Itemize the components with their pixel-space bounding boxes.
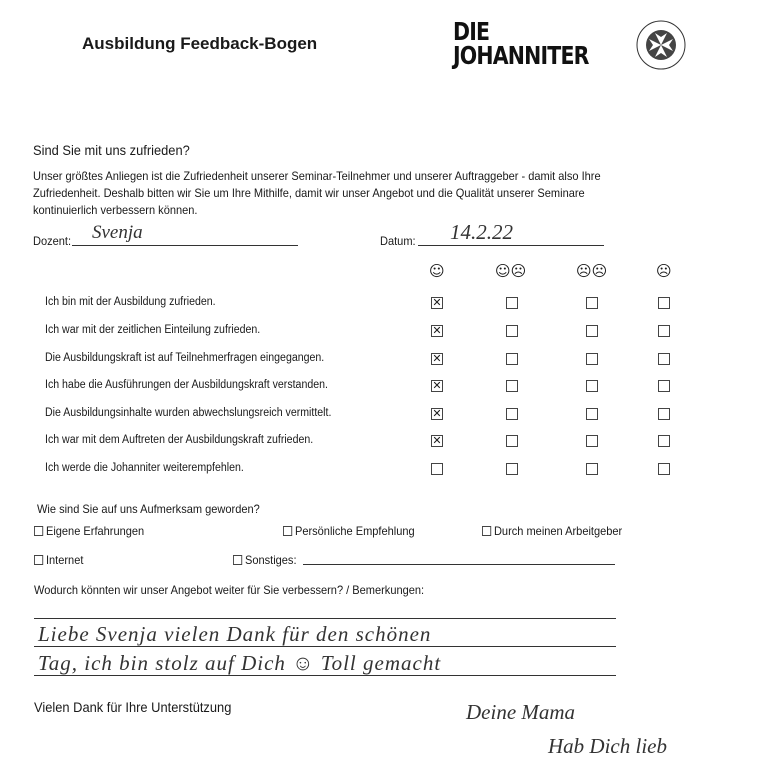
checkbox[interactable]	[34, 526, 44, 536]
option-label: Sonstiges:	[244, 553, 297, 567]
form-title: Ausbildung Feedback-Bogen	[82, 34, 318, 53]
question-text: Die Ausbildungskraft ist auf Teilnehmerf…	[45, 352, 325, 364]
checkbox[interactable]	[34, 555, 44, 565]
rating-checkbox[interactable]: ✕	[431, 296, 443, 309]
question-text: Die Ausbildungsinhalte wurden abwechslun…	[45, 407, 332, 419]
rating-checkbox[interactable]	[506, 380, 518, 392]
rating-checkbox[interactable]: ✕	[431, 434, 443, 447]
intro-line: Zufriedenheit. Deshalb bitten wir Sie um…	[33, 186, 585, 200]
rating-checkbox[interactable]	[506, 297, 518, 309]
checkbox[interactable]	[233, 555, 243, 565]
rating-checkbox[interactable]	[506, 408, 518, 420]
option-label: Persönliche Empfehlung	[294, 524, 415, 538]
rating-checkbox[interactable]	[658, 380, 670, 392]
question-text: Ich war mit der zeitlichen Einteilung zu…	[45, 324, 261, 336]
dozent-line	[72, 245, 298, 246]
rating-checkbox[interactable]	[586, 380, 598, 392]
rating-checkbox[interactable]	[506, 353, 518, 365]
checkbox[interactable]	[482, 526, 492, 536]
postscript: Hab Dich lieb	[548, 734, 667, 758]
dozent-field[interactable]: Svenja	[92, 222, 143, 243]
remarks-heading: Wodurch könnten wir unser Angebot weiter…	[34, 583, 425, 597]
rating-checkbox[interactable]	[586, 297, 598, 309]
rating-checkbox[interactable]	[586, 325, 598, 337]
rating-checkbox[interactable]	[658, 463, 670, 475]
rating-checkbox[interactable]	[658, 435, 670, 447]
question-text: Ich war mit dem Auftreten der Ausbildung…	[45, 434, 314, 446]
datum-field[interactable]: 14.2.22	[450, 220, 513, 244]
logo-line-2: JOHANNITER	[453, 41, 589, 70]
rating-checkbox[interactable]	[658, 325, 670, 337]
rating-checkbox[interactable]	[658, 297, 670, 309]
logo-line-1: DIE	[453, 17, 490, 46]
intro-line: Unser größtes Anliegen ist die Zufrieden…	[33, 169, 601, 183]
thanks-text: Vielen Dank für Ihre Unterstützung	[34, 699, 232, 715]
question-text: Ich bin mit der Ausbildung zufrieden.	[45, 296, 216, 308]
rating-checkbox[interactable]	[506, 463, 518, 475]
dozent-label: Dozent:	[33, 234, 72, 248]
remarks-line-2[interactable]: Tag, ich bin stolz auf Dich ☺ Toll gemac…	[38, 651, 442, 675]
rating-checkbox[interactable]	[506, 325, 518, 337]
option-label: Durch meinen Arbeitgeber	[493, 524, 623, 538]
sad-face-icon: ☹	[656, 262, 672, 280]
happy-neutral-faces-icon: ☺☹	[495, 262, 527, 280]
remarks-line-1[interactable]: Liebe Svenja vielen Dank für den schönen	[38, 622, 432, 646]
datum-line	[418, 245, 604, 246]
rating-checkbox[interactable]	[586, 463, 598, 475]
option-persoenliche-empfehlung[interactable]: Persönliche Empfehlung	[283, 524, 415, 538]
datum-label: Datum:	[380, 234, 416, 248]
rating-checkbox[interactable]	[431, 463, 443, 475]
question-text: Ich habe die Ausführungen der Ausbildung…	[45, 379, 328, 391]
intro-line: kontinuierlich verbessern können.	[33, 203, 198, 217]
johanniter-logo: DIE JOHANNITER	[453, 17, 589, 70]
rating-checkbox[interactable]: ✕	[431, 379, 443, 392]
rating-checkbox[interactable]	[586, 408, 598, 420]
option-arbeitgeber[interactable]: Durch meinen Arbeitgeber	[482, 524, 622, 538]
section-heading: Sind Sie mit uns zufrieden?	[33, 142, 190, 158]
sonstiges-line	[303, 564, 615, 565]
remarks-line	[34, 646, 616, 647]
intro-text: Unser größtes Anliegen ist die Zufrieden…	[33, 168, 677, 219]
rating-checkbox[interactable]	[506, 435, 518, 447]
option-sonstiges[interactable]: Sonstiges:	[233, 553, 297, 567]
question-text: Ich werde die Johanniter weiterempfehlen…	[45, 462, 244, 474]
checkbox[interactable]	[283, 526, 293, 536]
remarks-line	[34, 618, 616, 619]
rating-checkbox[interactable]: ✕	[431, 352, 443, 365]
signature: Deine Mama	[466, 700, 576, 724]
rating-checkbox[interactable]: ✕	[431, 324, 443, 337]
rating-checkbox[interactable]: ✕	[431, 407, 443, 420]
option-eigene-erfahrungen[interactable]: Eigene Erfahrungen	[34, 524, 144, 538]
very-happy-face-icon: ☺	[429, 262, 445, 280]
option-label: Eigene Erfahrungen	[45, 524, 145, 538]
source-heading: Wie sind Sie auf uns Aufmerksam geworden…	[37, 502, 260, 516]
neutral-sad-faces-icon: ☹☹	[576, 262, 608, 280]
johanniter-seal-icon	[636, 20, 686, 70]
remarks-line	[34, 675, 616, 676]
rating-checkbox[interactable]	[586, 435, 598, 447]
rating-checkbox[interactable]	[658, 408, 670, 420]
option-label: Internet	[45, 553, 84, 567]
option-internet[interactable]: Internet	[34, 553, 83, 567]
rating-checkbox[interactable]	[658, 353, 670, 365]
rating-checkbox[interactable]	[586, 353, 598, 365]
